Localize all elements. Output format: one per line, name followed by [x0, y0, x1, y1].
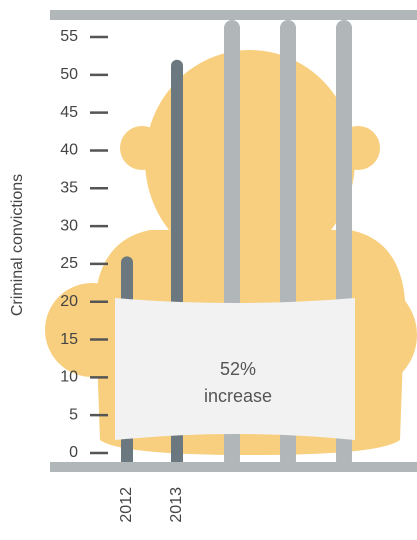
annotation: increase — [204, 386, 272, 406]
y-tick-label: 20 — [60, 293, 78, 310]
y-tick-label: 0 — [69, 444, 78, 461]
y-tick-label: 50 — [60, 66, 78, 83]
y-tick-label: 5 — [69, 406, 78, 423]
x-tick-label: 2013 — [168, 487, 185, 523]
y-tick-label: 40 — [60, 142, 78, 159]
annotation: 52% — [220, 359, 256, 379]
x-tick-label: 2012 — [118, 487, 135, 523]
sign — [115, 298, 355, 440]
y-tick-label: 35 — [60, 179, 78, 196]
y-tick-label: 25 — [60, 255, 78, 272]
y-axis-label: Criminal convictions — [9, 174, 26, 316]
y-tick-label: 15 — [60, 331, 78, 348]
y-tick-label: 30 — [60, 217, 78, 234]
y-tick-label: 10 — [60, 369, 78, 386]
y-tick-label: 55 — [60, 28, 78, 45]
y-tick-label: 45 — [60, 104, 78, 121]
